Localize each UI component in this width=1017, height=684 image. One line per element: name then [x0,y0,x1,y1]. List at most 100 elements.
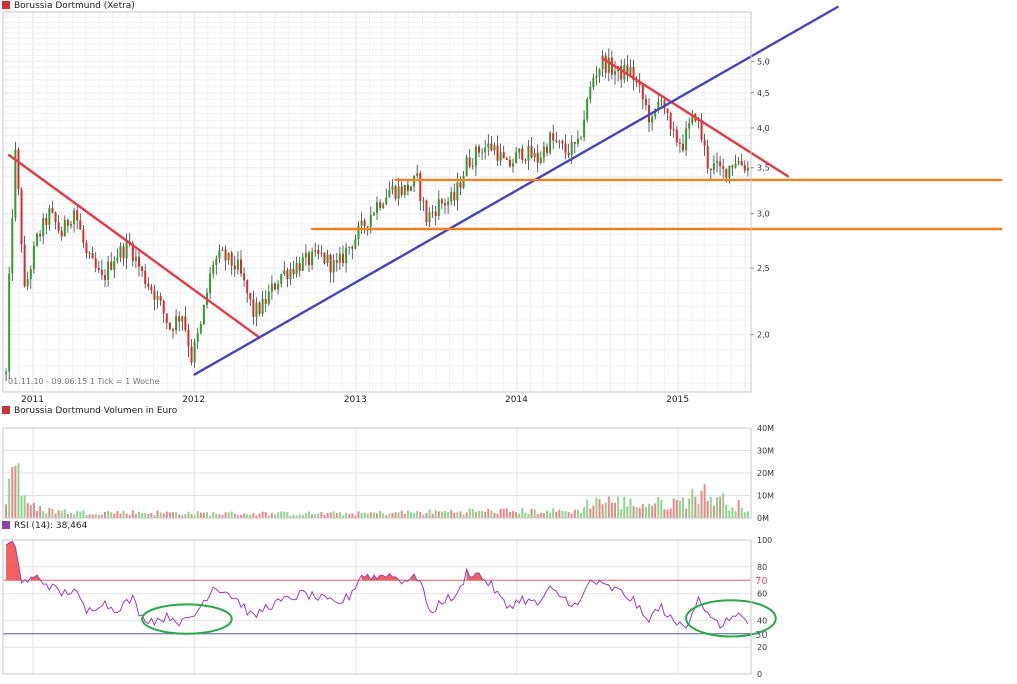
volume-bar [583,507,586,518]
volume-bar [249,514,252,518]
candle-body [270,283,273,292]
volume-bar [546,510,548,518]
volume-bar [410,512,412,518]
volume-bar [199,512,202,518]
volume-frame [2,427,752,519]
price-tick-label: 3,5 [757,164,770,173]
candle-body [48,208,51,225]
volume-bar [165,511,168,518]
candle-body [444,203,446,206]
volume-bar [42,511,45,518]
volume-bar [298,514,301,518]
candle-body [85,242,88,254]
candle-body [530,145,533,158]
volume-bar [558,509,561,518]
rsi-tick-label: 40 [757,616,767,625]
volume-bar [719,496,722,518]
candle-body [734,163,737,168]
volume-bar [218,514,221,518]
volume-bar [576,509,579,518]
volume-tick-label: 40M [757,424,774,433]
volume-bar [357,511,360,518]
volume-bar [549,512,552,518]
volume-bar [629,498,632,518]
volume-bar [295,515,298,518]
rsi-marker-icon [2,521,10,529]
candle-body [629,66,632,75]
volume-bar [623,496,626,518]
volume-bar [97,515,100,518]
candle-body [17,149,20,190]
volume-bar [391,513,394,518]
candle-body [527,145,530,161]
volume-bar [243,513,246,518]
volume-bar [17,463,20,518]
resistance-line [7,154,261,339]
candle-body [363,220,366,226]
candle-body [360,220,363,226]
candle-body [462,175,465,188]
candle-body [595,75,598,78]
volume-bar [172,512,174,518]
candle-body [675,129,678,143]
candle-body [453,191,456,201]
candle-body [156,295,159,300]
volume-bar [301,515,304,518]
volume-bar [45,513,48,518]
candle-body [110,261,113,270]
volume-bar [29,505,32,518]
volume-bar [567,512,570,518]
candle-body [502,151,505,159]
volume-bar [134,514,137,518]
candle-body [209,273,212,294]
volume-bar [206,512,208,518]
candle-body [116,257,119,262]
candle-body [45,218,48,225]
volume-bar [431,513,434,518]
candle-body [700,119,703,140]
candle-body [181,316,184,322]
candle-body [212,264,215,274]
volume-bar [620,509,623,518]
volume-bar [354,515,357,518]
candle-body [552,133,555,141]
volume-bar [508,511,511,518]
rsi-y-axis: 0 20 40 60 80 100 [757,536,772,679]
candle-body [274,283,276,290]
volume-bar [592,505,595,518]
volume-tick-label: 30M [757,447,774,456]
candle-body [249,293,252,300]
volume-bar [434,510,437,518]
candle-body [468,157,471,167]
volume-bar [379,511,382,518]
candle-body [728,165,731,178]
volume-bar [706,500,709,518]
candle-body [144,270,147,284]
candle-body [716,161,718,164]
volume-bar [468,508,471,518]
volume-bar [212,512,215,518]
title-marker-icon [2,1,10,9]
volume-bar [595,497,598,518]
volume-bar [144,513,147,518]
candle-body [487,143,490,148]
volume-bar [632,506,635,518]
candle-body [508,159,511,167]
volume-bar [521,508,524,518]
volume-tick-label: 10M [757,492,774,501]
price-tick-label: 3,0 [757,210,770,219]
price-y-axis: 2,0 2,5 3,0 3,5 4,0 4,5 5,0 [751,57,770,340]
candle-body [505,158,508,160]
volume-bar [175,512,178,518]
volume-bar [697,503,700,518]
volume-bar [345,512,348,518]
volume-bar [413,512,416,518]
candle-body [196,333,199,342]
volume-bar [385,515,388,518]
candle-body [227,252,230,261]
candle-body [524,159,527,161]
candle-body [379,202,382,208]
volume-bar [660,499,663,518]
candle-body [719,161,722,167]
volume-bar [168,512,171,518]
